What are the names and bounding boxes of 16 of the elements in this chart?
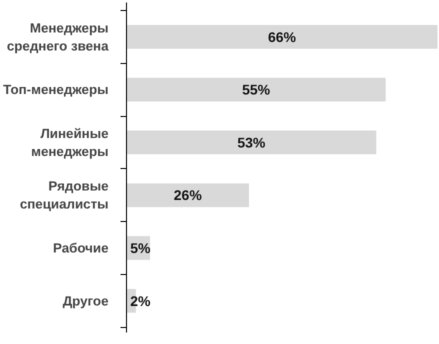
data-label: 5% xyxy=(130,240,152,256)
bar xyxy=(126,183,250,208)
y-tick-label: Топ-менеджеры xyxy=(3,82,109,98)
y-tick-label: Другое xyxy=(62,293,109,308)
bar xyxy=(126,78,386,102)
bar xyxy=(126,24,438,49)
y-tick-label: Рабочие xyxy=(52,240,109,256)
y-tick-label: Линейные менеджеры xyxy=(31,126,108,159)
data-label: 2% xyxy=(130,292,152,309)
y-tick-label: Менеджеры среднего звена xyxy=(6,20,110,54)
data-label: 26% xyxy=(174,187,202,204)
y-tick-label: Рядовые специалисты xyxy=(20,178,109,212)
data-label: 55% xyxy=(242,82,271,98)
data-label: 66% xyxy=(268,28,297,45)
data-label: 53% xyxy=(237,134,266,150)
bar xyxy=(126,130,376,154)
